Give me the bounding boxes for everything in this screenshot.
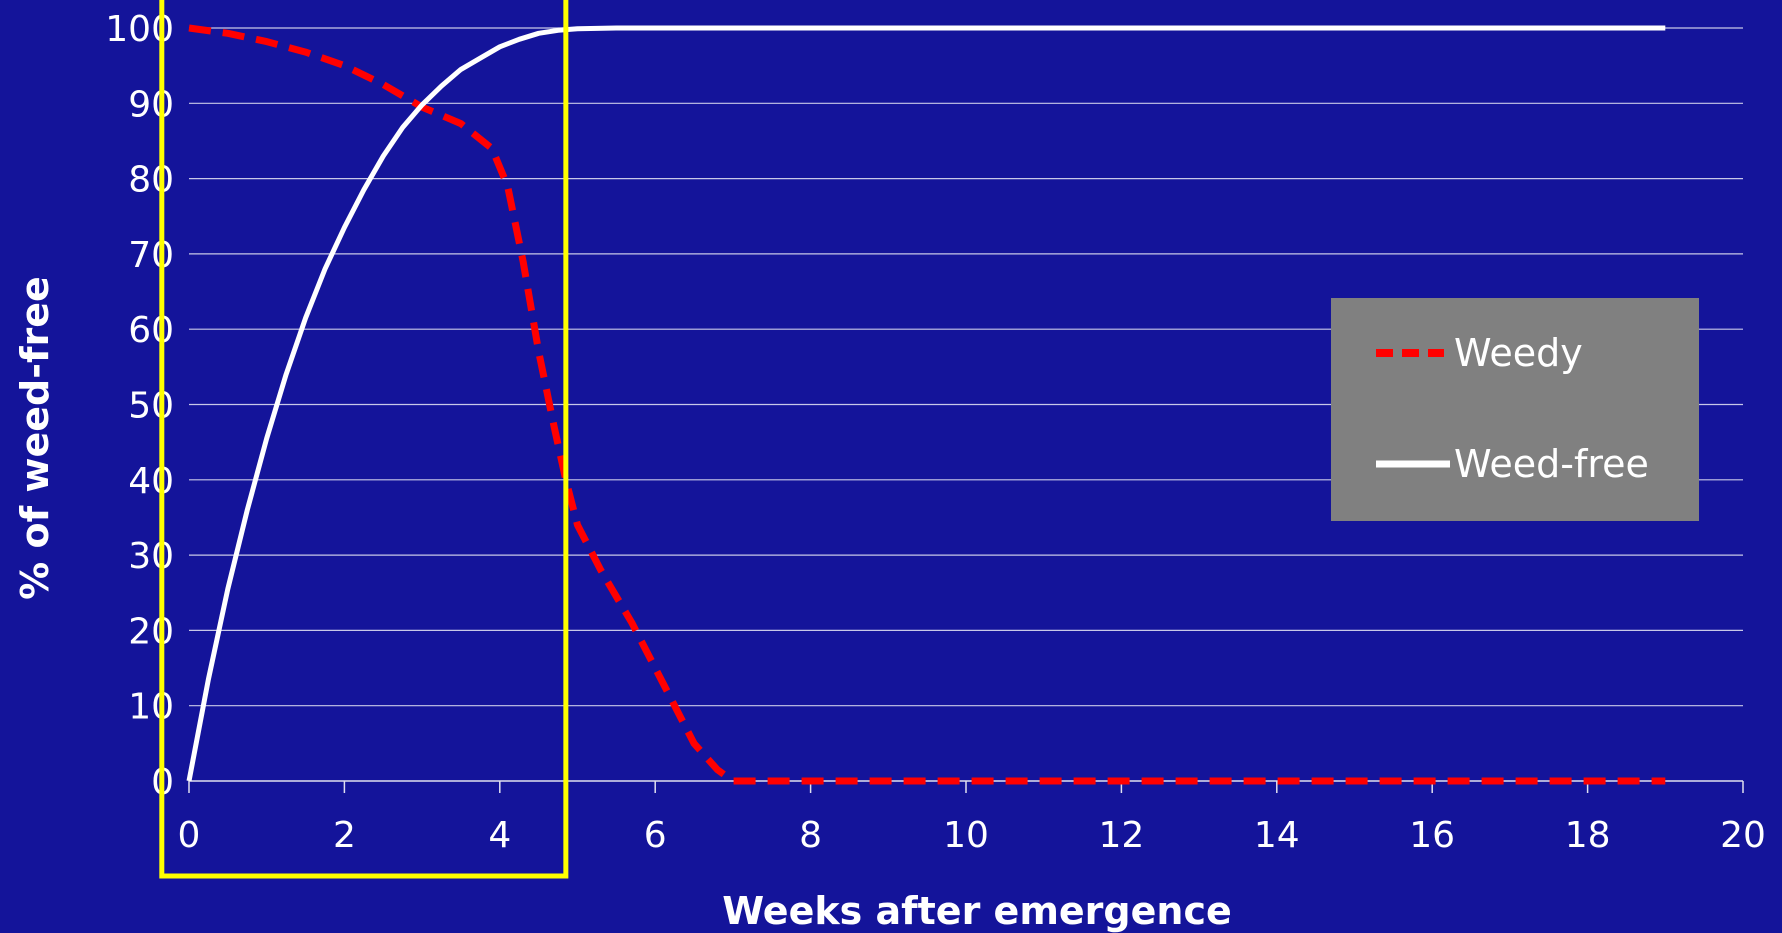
series-line-weed-free <box>186 25 1666 782</box>
legend-box <box>1331 298 1699 521</box>
y-tick-label-70: 70 <box>128 235 174 276</box>
x-tick-label-10: 10 <box>943 815 989 856</box>
y-tick-label-30: 30 <box>128 536 174 577</box>
y-tick-label-40: 40 <box>128 461 174 502</box>
x-tick-label-8: 8 <box>799 815 822 856</box>
y-tick-label-60: 60 <box>128 310 174 351</box>
x-tick-label-6: 6 <box>644 815 667 856</box>
series-line-weedy <box>188 24 1666 785</box>
series-layer <box>186 24 1666 785</box>
y-tick-label-50: 50 <box>128 386 174 427</box>
x-tick-label-4: 4 <box>488 815 511 856</box>
highlight-box <box>159 0 569 879</box>
y-tick-label-90: 90 <box>128 84 174 125</box>
y-tick-label-80: 80 <box>128 160 174 201</box>
x-tick-label-2: 2 <box>333 815 356 856</box>
x-tick-label-12: 12 <box>1098 815 1144 856</box>
x-tick-label-20: 20 <box>1720 815 1766 856</box>
legend-label-weed-free: Weed-free <box>1454 442 1649 486</box>
x-tick-label-14: 14 <box>1254 815 1300 856</box>
y-axis-title: % of weed-free <box>13 276 57 600</box>
x-axis-title: Weeks after emergence <box>722 889 1232 933</box>
x-tick-label-0: 0 <box>178 815 201 856</box>
legend: Weedy Weed-free <box>1331 298 1699 521</box>
x-axis <box>188 780 1744 793</box>
y-tick-label-10: 10 <box>128 687 174 728</box>
legend-label-weedy: Weedy <box>1454 331 1583 375</box>
x-axis-ticks: 0 2 4 6 8 10 12 14 16 18 20 <box>178 815 1766 856</box>
y-tick-label-20: 20 <box>128 611 174 652</box>
x-tick-label-18: 18 <box>1565 815 1611 856</box>
x-tick-label-16: 16 <box>1409 815 1455 856</box>
